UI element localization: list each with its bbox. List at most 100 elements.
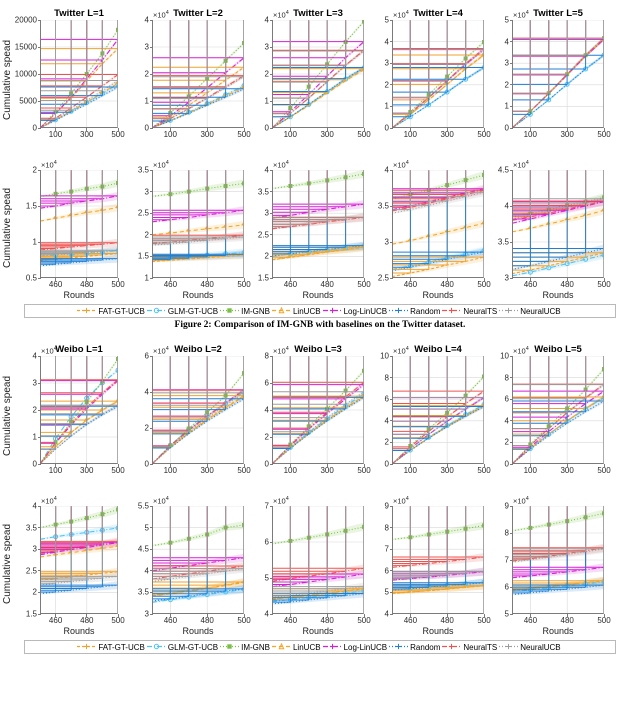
legend-line-swatch <box>499 302 519 320</box>
x-axis-tick: 500 <box>357 280 371 289</box>
axis-exponent-label: ×104 <box>41 160 57 170</box>
legend-item-fat-gt-ucb[interactable]: FAT-GT-UCB <box>77 638 147 656</box>
x-axis-tick: 500 <box>597 466 611 475</box>
legend-line-swatch <box>146 302 166 320</box>
legend-label: NeuralUCB <box>520 306 561 316</box>
y-axis-tick: 2 <box>264 69 269 79</box>
legend-item-glm-gt-ucb[interactable]: GLM-GT-UCB <box>146 302 220 320</box>
chart-panel: ×104 5.5 5 4.5 4 3.5 3 460 480 500 Rounds <box>126 488 251 644</box>
y-axis-tick: 6 <box>384 566 389 576</box>
x-axis-tick: 480 <box>200 616 214 625</box>
y-axis-tick: 2.5 <box>377 273 389 283</box>
legend-item-im-gnb[interactable]: IM-GNB <box>220 302 272 320</box>
y-axis-tick: 5 <box>504 15 509 25</box>
y-axis-tick: 7 <box>384 544 389 554</box>
x-axis-tick: 300 <box>200 466 214 475</box>
legend-item-glm-gt-ucb[interactable]: GLM-GT-UCB <box>146 638 220 656</box>
legend-item-linucb[interactable]: LinUCB <box>271 302 323 320</box>
y-axis-tick: 4 <box>384 165 389 175</box>
chart-panel: ×104 7 6 5 4 460 480 500 Rounds <box>246 488 371 644</box>
legend-item-neuralts[interactable]: NeuralTS <box>442 638 499 656</box>
chart-row: Cumulative spead Twitter L=1 20000 15000 100… <box>0 0 640 152</box>
y-axis-tick: 4 <box>384 416 389 426</box>
legend-item-fat-gt-ucb[interactable]: FAT-GT-UCB <box>77 302 147 320</box>
x-axis-tick: 460 <box>283 616 298 625</box>
y-axis-tick: 4.5 <box>137 544 149 554</box>
plot-area <box>392 20 484 128</box>
chart-panel: Twitter L=4 ×104 5 4 3 2 1 0 100 300 500 <box>366 0 491 152</box>
panel-title: Weibo L=1 <box>55 344 103 355</box>
axis-exponent-label: ×104 <box>153 346 169 356</box>
legend-item-random[interactable]: Random <box>389 638 442 656</box>
x-axis-tick: 100 <box>523 130 537 139</box>
legend-label: FAT-GT-UCB <box>98 306 145 316</box>
x-axis-tick: 460 <box>48 616 63 625</box>
axis-exponent-label: ×104 <box>273 10 289 20</box>
axis-exponent-label: ×104 <box>273 346 289 356</box>
x-axis-tick: 460 <box>523 280 538 289</box>
legend-line-swatch <box>322 638 342 656</box>
y-axis-tick: 5 <box>384 587 389 597</box>
legend-item-neuralts[interactable]: NeuralTS <box>442 302 499 320</box>
y-axis-tick: 3 <box>384 58 389 68</box>
legend-line-swatch <box>271 638 291 656</box>
axis-exponent-label: ×104 <box>513 160 529 170</box>
plot-area <box>152 20 244 128</box>
x-axis-tick: 500 <box>597 616 611 625</box>
y-axis-tick: 4 <box>264 15 269 25</box>
legend-item-linucb[interactable]: LinUCB <box>271 638 323 656</box>
chart-row: Cumulative spead ×104 4 3.5 3 2.5 2 1.5 460 480 50… <box>0 488 640 644</box>
y-axis-tick: 5 <box>504 609 509 619</box>
legend-label: FAT-GT-UCB <box>98 642 145 652</box>
y-axis-tick: 10 <box>380 351 389 361</box>
y-axis-tick: 1 <box>144 96 149 106</box>
y-axis-tick: 8 <box>384 523 389 533</box>
y-axis-tick: 6 <box>144 351 149 361</box>
y-axis-tick: 7 <box>264 501 269 511</box>
legend-label: LinUCB <box>292 642 321 652</box>
panel-title: Twitter L=2 <box>173 8 223 19</box>
legend-item-log-linucb[interactable]: Log-LinUCB <box>322 302 390 320</box>
legend-item-random[interactable]: Random <box>389 302 442 320</box>
panel-title: Twitter L=4 <box>413 8 463 19</box>
y-axis-tick: 4 <box>504 201 509 211</box>
y-axis-tick: 0 <box>264 459 269 469</box>
y-axis-tick: 4 <box>384 609 389 619</box>
y-axis-tick: 2.5 <box>257 230 269 240</box>
legend-item-log-linucb[interactable]: Log-LinUCB <box>322 638 390 656</box>
plot-area <box>512 170 604 278</box>
y-axis-tick: 5 <box>384 15 389 25</box>
legend-item-neuralucb[interactable]: NeuralUCB <box>499 302 562 320</box>
chart-panel: ×104 4 3.5 3 2.5 460 480 500 Rounds <box>366 152 491 308</box>
chart-panel: ×104 3.5 3 2.5 2 1.5 1 460 480 500 Rounds <box>126 152 251 308</box>
legend-label: Random <box>410 642 441 652</box>
x-axis-tick: 300 <box>320 130 334 139</box>
axis-exponent-label: ×104 <box>153 160 169 170</box>
chart-panel: ×104 2 1.5 1 0.5 460 480 500 Rounds <box>0 152 126 308</box>
y-axis-tick: 2 <box>32 587 37 597</box>
chart-row: Cumulative spead ×104 2 1.5 1 0.5 460 480 500 Rou… <box>0 152 640 308</box>
chart-panel: Twitter L=5 ×104 5 4 3 2 1 0 100 300 500 <box>486 0 611 152</box>
x-axis-tick: 500 <box>111 130 125 139</box>
y-axis-tick: 3 <box>144 609 149 619</box>
y-axis-tick: 4 <box>32 501 37 511</box>
legend-item-im-gnb[interactable]: IM-GNB <box>220 638 272 656</box>
x-axis-tick: 480 <box>560 616 574 625</box>
x-axis-tick: 500 <box>477 130 491 139</box>
x-axis-tick: 500 <box>597 280 611 289</box>
x-axis-label: Rounds <box>63 290 95 300</box>
x-axis-tick: 100 <box>283 466 297 475</box>
x-axis-label: Rounds <box>63 626 95 636</box>
legend: FAT-GT-UCB GLM-GT-UCB IM-GNB LinUCB Log-LinU… <box>24 304 616 318</box>
chart-panel: ×104 4 3.5 3 2.5 2 1.5 460 480 500 Rounds <box>246 152 371 308</box>
legend-item-neuralucb[interactable]: NeuralUCB <box>499 638 562 656</box>
y-axis-tick: 1 <box>144 273 149 283</box>
y-axis-tick: 0 <box>504 123 509 133</box>
y-axis-tick: 5000 <box>19 96 37 106</box>
y-axis-tick: 3.5 <box>137 587 149 597</box>
x-axis-tick: 300 <box>80 466 94 475</box>
y-axis-tick: 5 <box>264 573 269 583</box>
y-axis-tick: 1.5 <box>137 251 149 261</box>
chart-panel: ×104 9 8 7 6 5 4 460 480 500 Rounds <box>366 488 491 644</box>
x-axis-tick: 500 <box>477 616 491 625</box>
